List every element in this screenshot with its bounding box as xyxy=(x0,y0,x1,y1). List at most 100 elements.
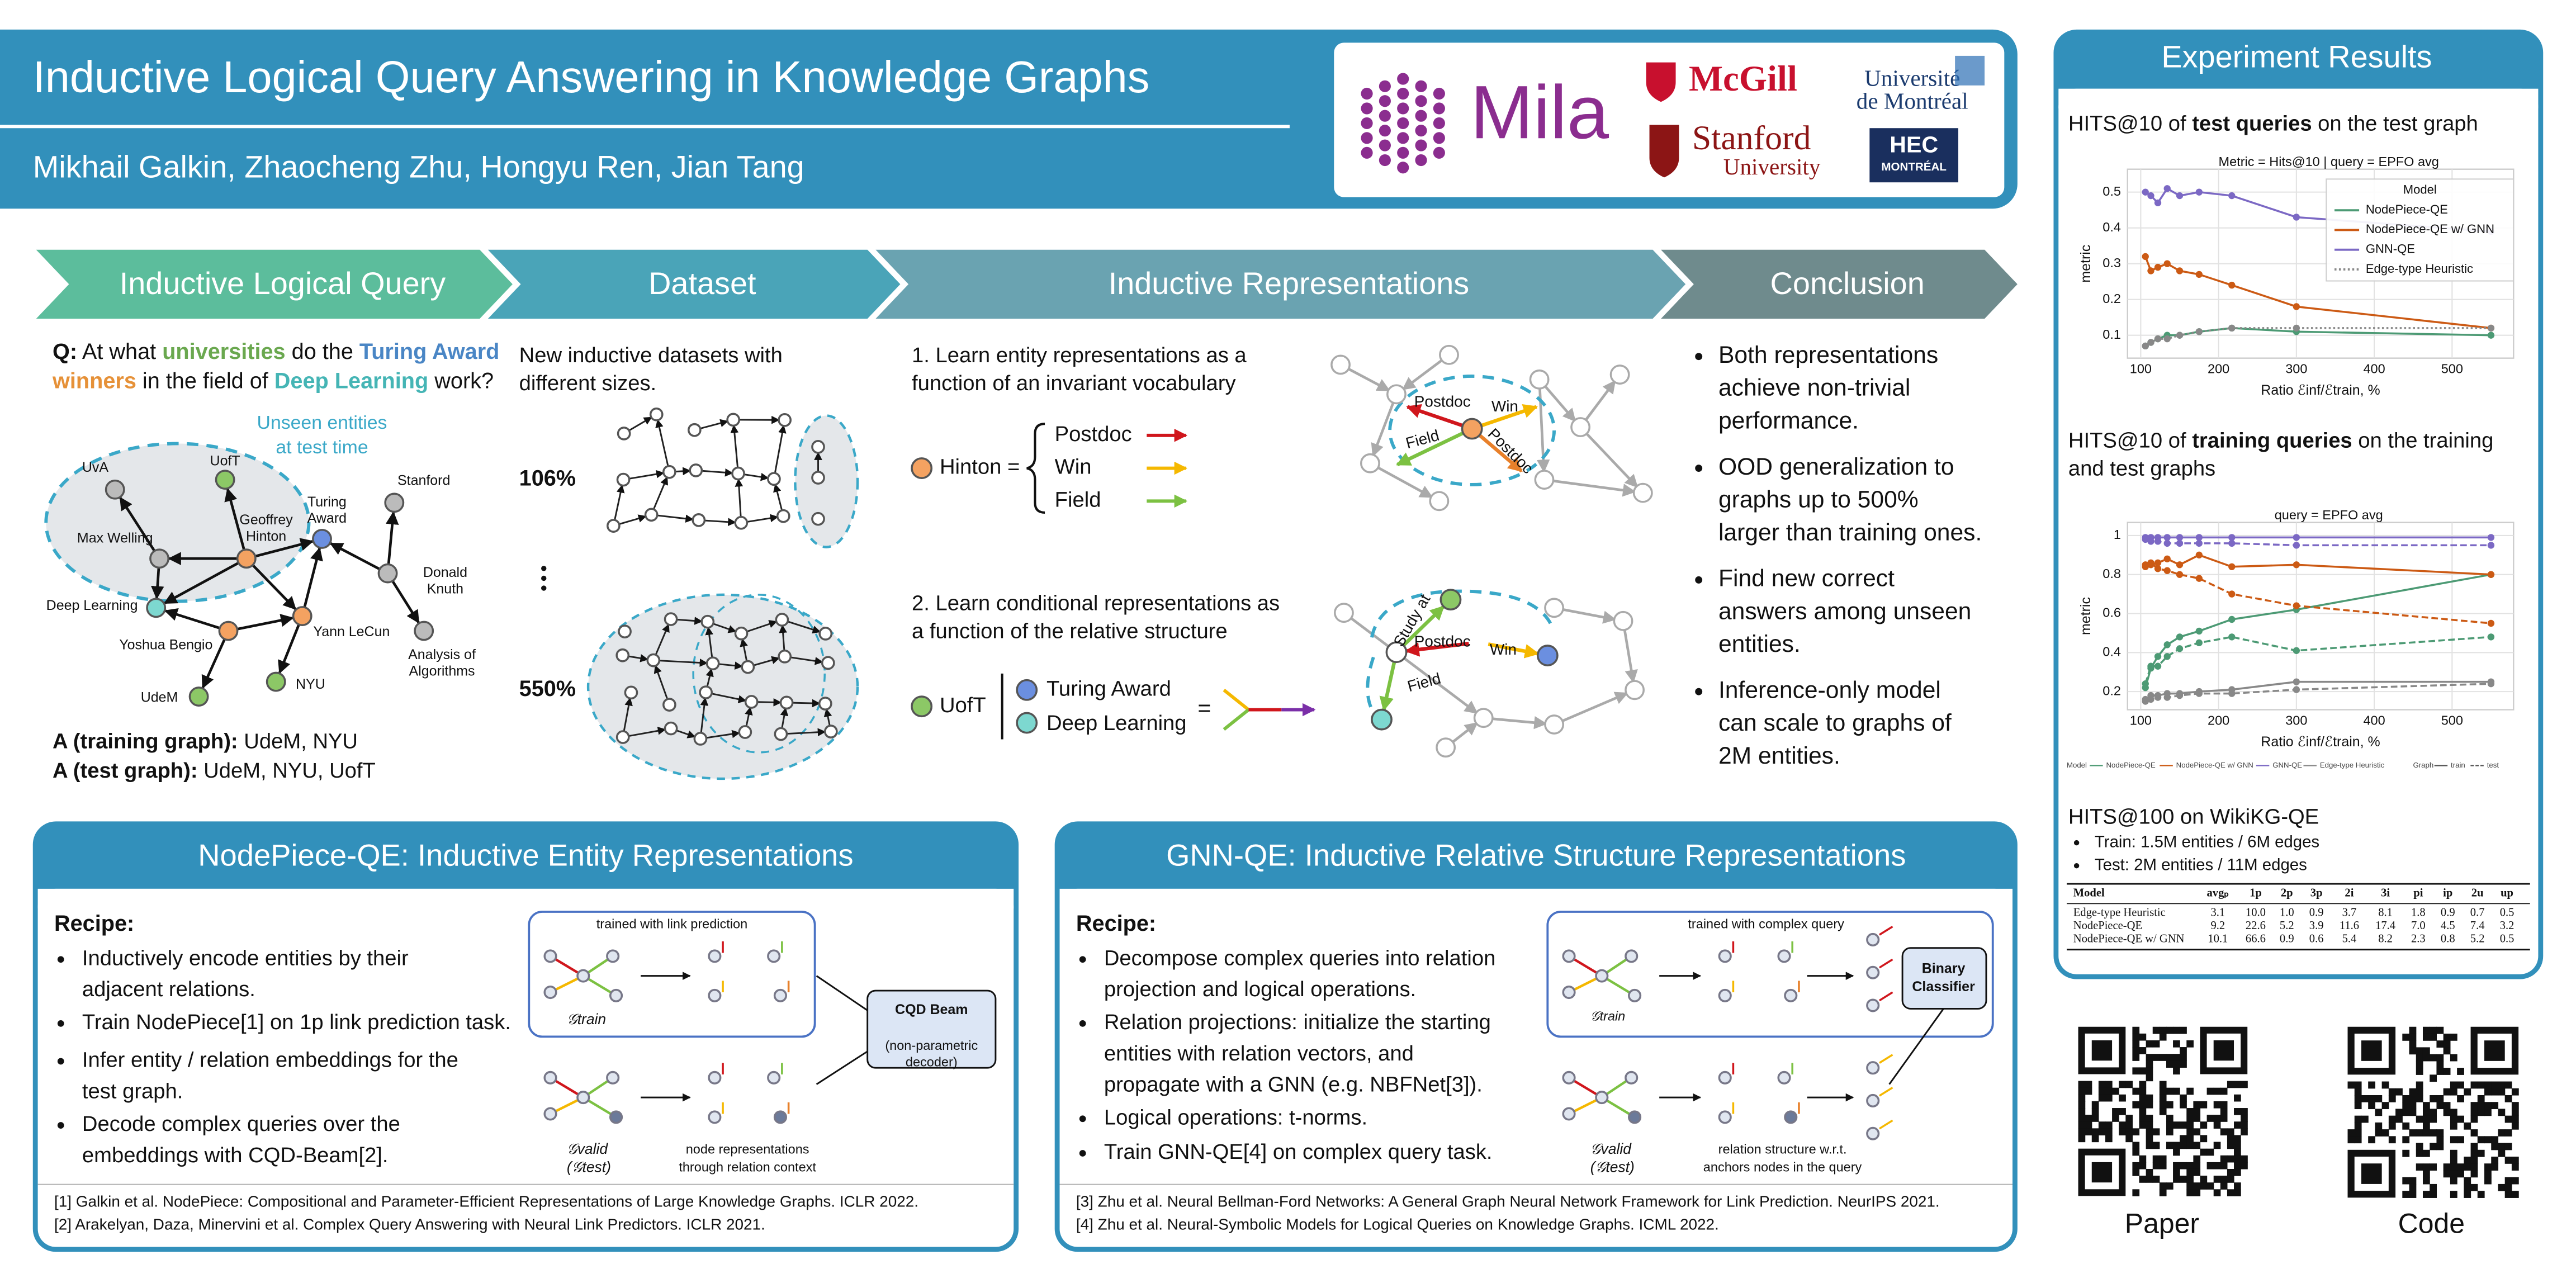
relation-label: Field xyxy=(1055,487,1101,512)
qr-module xyxy=(2119,1081,2126,1088)
x-tick-label: 500 xyxy=(2441,713,2463,727)
qr-module xyxy=(2347,1081,2355,1089)
qr-module xyxy=(2436,1060,2444,1068)
y-tick-label: 0.6 xyxy=(2103,605,2121,620)
qr-module xyxy=(2234,1135,2241,1143)
arrow xyxy=(823,708,832,726)
qr-module xyxy=(2388,1115,2396,1123)
relation-hint xyxy=(1879,1054,1893,1064)
conclusion-text: OOD generalization to xyxy=(1718,453,1954,480)
data-point xyxy=(2487,619,2495,627)
table-cell: 5.4 xyxy=(2342,933,2357,945)
qr-module xyxy=(2180,1060,2187,1068)
arrow xyxy=(705,626,713,658)
qr-module xyxy=(2213,1121,2221,1129)
bullet xyxy=(1695,576,1703,584)
data-point xyxy=(2176,561,2184,569)
node xyxy=(215,470,235,490)
qr-module xyxy=(2220,1101,2228,1109)
qr-module xyxy=(2504,1157,2512,1164)
qr-module xyxy=(2166,1054,2174,1061)
qr-module xyxy=(2430,1054,2437,1062)
table-cell: 2.3 xyxy=(2411,933,2426,945)
arrow xyxy=(787,728,826,737)
arrow xyxy=(1406,404,1465,428)
legend-entry: test xyxy=(2487,761,2499,769)
logo-dot xyxy=(1433,132,1445,144)
qr-module xyxy=(2146,1101,2153,1109)
arrow xyxy=(386,511,399,564)
data-point xyxy=(2154,662,2162,670)
logo-stanford: University xyxy=(1723,154,1821,179)
chart-heading-part: and test graphs xyxy=(2068,457,2215,481)
qr-module xyxy=(2430,1074,2437,1082)
qr-module xyxy=(2464,1157,2471,1164)
question-part: in the field of xyxy=(136,369,274,394)
qr-module xyxy=(2409,1088,2417,1096)
qr-module xyxy=(2180,1121,2187,1129)
node xyxy=(1718,1110,1732,1124)
qr-module xyxy=(2470,1149,2478,1157)
data-point xyxy=(2147,192,2154,200)
logo-dot xyxy=(1361,102,1373,115)
relation-label: Win xyxy=(1055,455,1092,479)
arrow xyxy=(730,424,739,468)
node xyxy=(1330,354,1351,375)
qr-module xyxy=(2491,1157,2499,1164)
node xyxy=(689,463,703,477)
panel-title: GNN-QE: Inductive Relative Structure Rep… xyxy=(1166,838,1906,872)
qr-module xyxy=(2139,1176,2147,1183)
node xyxy=(664,612,678,626)
node-label: Award xyxy=(307,510,347,526)
question-part: winners xyxy=(52,369,136,394)
arrow xyxy=(787,621,821,634)
answer: A (training graph): UdeM, NYU xyxy=(53,729,358,753)
arrow xyxy=(654,665,669,700)
qr-module xyxy=(2511,1115,2519,1123)
chart-heading-part: HITS@10 of xyxy=(2068,429,2192,453)
qr-module xyxy=(2402,1102,2410,1110)
node xyxy=(693,732,708,746)
logo-udem: Université xyxy=(1864,65,1960,91)
arrow xyxy=(238,614,294,631)
qr-module xyxy=(2112,1087,2119,1095)
qr-module xyxy=(2146,1067,2153,1075)
bullet-text: entities with relation vectors, and xyxy=(1104,1041,1414,1066)
qr-module xyxy=(2180,1047,2187,1054)
node xyxy=(1333,603,1354,623)
qr-module xyxy=(2409,1183,2417,1191)
relation-arrow xyxy=(1223,708,1250,731)
node xyxy=(811,471,825,485)
arrow xyxy=(1451,722,1478,744)
logo-dot xyxy=(1433,146,1445,159)
qr-module xyxy=(2409,1177,2417,1185)
qr-module xyxy=(2139,1108,2147,1115)
qr-module xyxy=(2422,1129,2430,1137)
qr-module xyxy=(2422,1163,2430,1171)
qr-module xyxy=(2166,1115,2174,1122)
question-part: work? xyxy=(428,369,494,394)
section-banner xyxy=(487,249,901,319)
bullet xyxy=(1695,353,1703,361)
qr-module xyxy=(2159,1108,2167,1115)
qr-module xyxy=(2180,1054,2187,1061)
qr-module xyxy=(2105,1128,2113,1136)
node xyxy=(1429,491,1450,512)
arrow xyxy=(718,661,744,670)
node xyxy=(218,621,239,641)
arrow xyxy=(1623,628,1638,684)
table-header: Model xyxy=(2073,887,2105,899)
qr-module xyxy=(2470,1129,2478,1137)
graph-label: 𝒢valid xyxy=(1590,1140,1632,1157)
y-tick-label: 0.4 xyxy=(2103,645,2121,659)
qr-module xyxy=(2443,1163,2451,1171)
arrow xyxy=(704,518,736,527)
qr-module xyxy=(2186,1142,2194,1149)
qr-module xyxy=(2443,1040,2451,1048)
qr-module xyxy=(2354,1081,2362,1089)
node xyxy=(775,613,789,627)
node xyxy=(778,413,792,427)
relation-label: Postdoc xyxy=(1055,422,1132,446)
qr-module xyxy=(2173,1162,2180,1169)
qr-module xyxy=(2166,1026,2174,1034)
